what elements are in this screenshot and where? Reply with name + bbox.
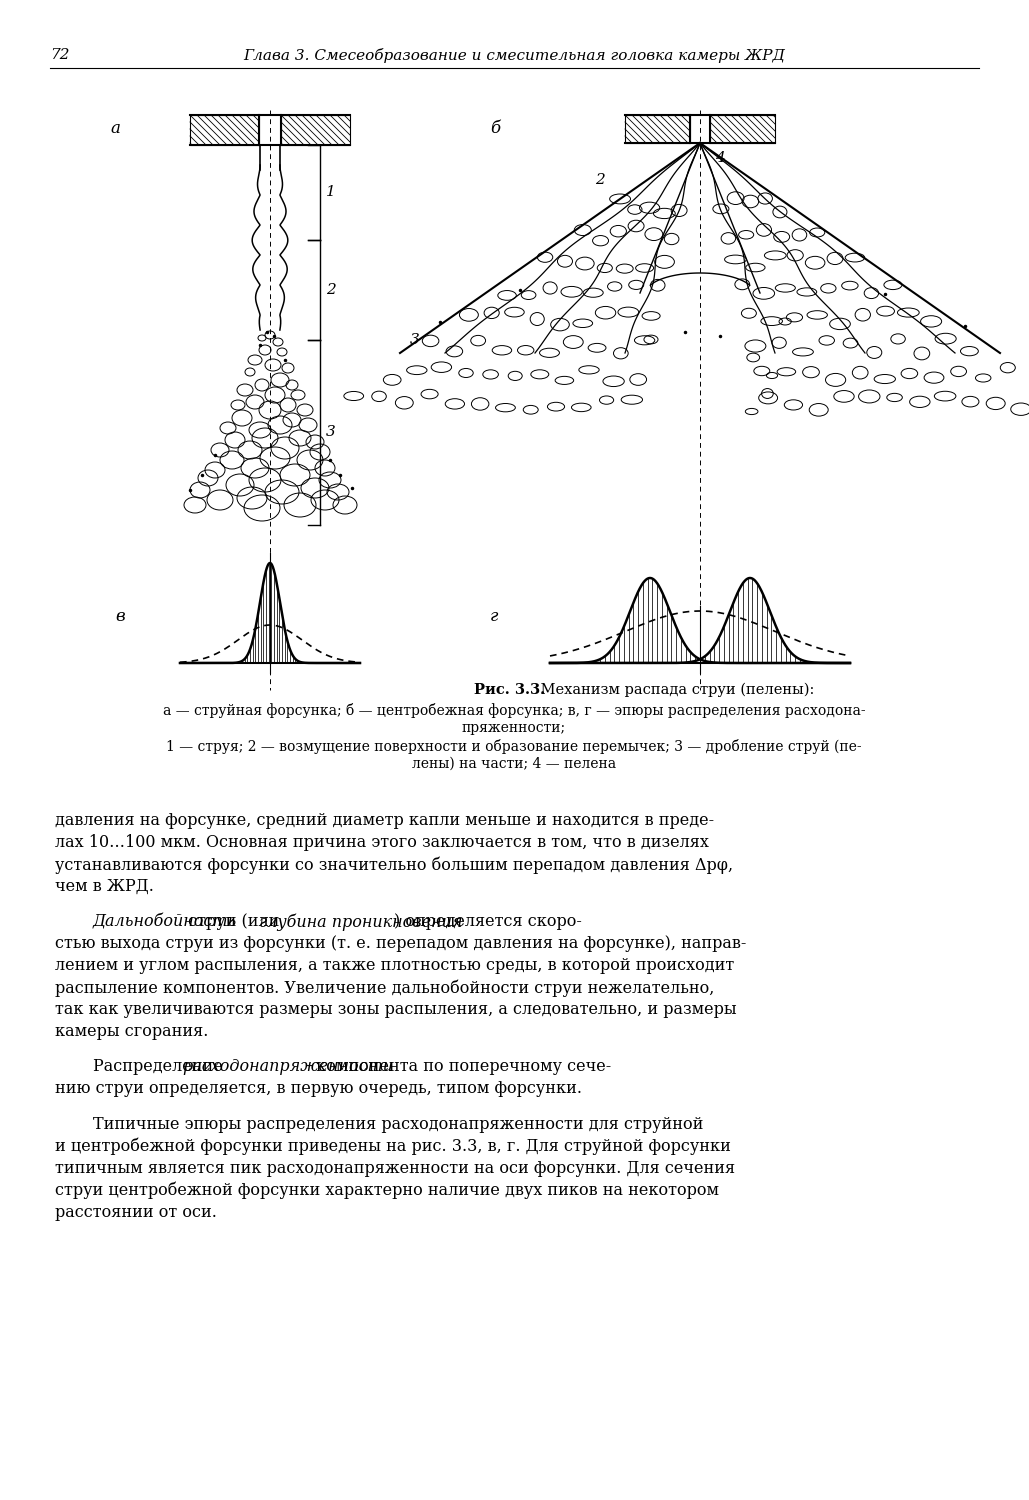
Text: Глава 3. Смесеобразование и смесительная головка камеры ЖРД: Глава 3. Смесеобразование и смесительная… <box>243 48 785 63</box>
Text: глубина проникновения: глубина проникновения <box>259 914 463 930</box>
Text: 1 — струя; 2 — возмущение поверхности и образование перемычек; 3 — дробление стр: 1 — струя; 2 — возмущение поверхности и … <box>167 740 862 754</box>
Bar <box>190 116 259 146</box>
Text: лением и углом распыления, а также плотностью среды, в которой происходит: лением и углом распыления, а также плотн… <box>55 957 735 974</box>
Text: 72: 72 <box>50 48 70 62</box>
Text: типичным является пик расходонапряженности на оси форсунки. Для сечения: типичным является пик расходонапряженнос… <box>55 1160 735 1176</box>
Text: чем в ЖРД.: чем в ЖРД. <box>55 878 154 896</box>
Text: г: г <box>490 608 498 625</box>
Text: лах 10…100 мкм. Основная причина этого заключается в том, что в дизелях: лах 10…100 мкм. Основная причина этого з… <box>55 834 709 850</box>
Text: ) определяется скоро-: ) определяется скоро- <box>394 914 581 930</box>
Text: струи центробежной форсунки характерно наличие двух пиков на некотором: струи центробежной форсунки характерно н… <box>55 1182 719 1198</box>
Text: устанавливаются форсунки со значительно большим перепадом давления Δpφ,: устанавливаются форсунки со значительно … <box>55 856 733 873</box>
Text: б: б <box>490 120 500 136</box>
Text: стью выхода струи из форсунки (т. е. перепадом давления на форсунке), направ-: стью выхода струи из форсунки (т. е. пер… <box>55 934 746 952</box>
Bar <box>710 116 775 142</box>
Text: камеры сгорания.: камеры сгорания. <box>55 1023 209 1040</box>
Text: 2: 2 <box>595 172 605 188</box>
Text: а — струйная форсунка; б — центробежная форсунка; в, г — эпюры распределения рас: а — струйная форсунка; б — центробежная … <box>163 704 865 718</box>
Text: расходонапряженности: расходонапряженности <box>182 1059 394 1076</box>
Text: так как увеличиваются размеры зоны распыления, а следовательно, и размеры: так как увеличиваются размеры зоны распы… <box>55 1000 737 1018</box>
Text: нию струи определяется, в первую очередь, типом форсунки.: нию струи определяется, в первую очередь… <box>55 1080 582 1098</box>
Bar <box>625 116 690 142</box>
Text: в: в <box>115 608 125 625</box>
Text: Дальнобойность: Дальнобойность <box>93 914 238 930</box>
Text: а: а <box>110 120 119 136</box>
Text: 3: 3 <box>410 333 420 346</box>
Text: и центробежной форсунки приведены на рис. 3.3, в, г. Для струйной форсунки: и центробежной форсунки приведены на рис… <box>55 1137 731 1155</box>
Text: Типичные эпюры распределения расходонапряженности для струйной: Типичные эпюры распределения расходонапр… <box>93 1116 704 1132</box>
Text: 3: 3 <box>326 426 335 439</box>
Text: расстоянии от оси.: расстоянии от оси. <box>55 1203 217 1221</box>
Text: 4: 4 <box>715 152 724 165</box>
Text: 2: 2 <box>326 284 335 297</box>
Text: Распределение: Распределение <box>93 1059 227 1076</box>
Text: компонента по поперечному сече-: компонента по поперечному сече- <box>311 1059 611 1076</box>
Bar <box>281 116 350 146</box>
Text: пряженности;: пряженности; <box>462 722 566 735</box>
Text: Рис. 3.3.: Рис. 3.3. <box>474 682 545 698</box>
Text: давления на форсунке, средний диаметр капли меньше и находится в преде-: давления на форсунке, средний диаметр ка… <box>55 812 714 830</box>
Text: распыление компонентов. Увеличение дальнобойности струи нежелательно,: распыление компонентов. Увеличение дальн… <box>55 980 714 996</box>
Text: струи (или: струи (или <box>182 914 284 930</box>
Text: 1: 1 <box>326 186 335 200</box>
Text: лены) на части; 4 — пелена: лены) на части; 4 — пелена <box>412 758 616 771</box>
Text: Механизм распада струи (пелены):: Механизм распада струи (пелены): <box>536 682 814 698</box>
